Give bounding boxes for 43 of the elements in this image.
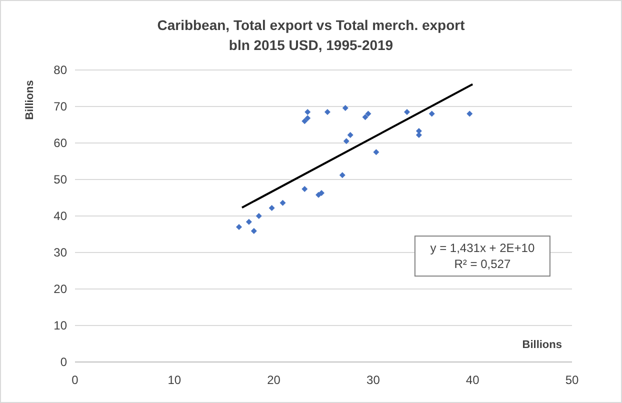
x-tick-label: 40: [466, 373, 480, 387]
point: [236, 224, 242, 230]
point: [404, 108, 410, 115]
point: [342, 104, 348, 111]
x-tick-label: 20: [267, 373, 281, 387]
point: [347, 132, 354, 138]
point: [318, 190, 325, 196]
point: [466, 110, 473, 117]
point: [304, 108, 311, 115]
y-tick-label: 40: [54, 209, 68, 224]
x-tick-label: 30: [366, 373, 380, 387]
y-tick-label: 80: [54, 63, 68, 78]
y-tick-label: 50: [54, 172, 68, 187]
y-tick-label: 0: [60, 355, 68, 370]
point: [324, 108, 330, 115]
point: [365, 110, 372, 117]
y-tick-label: 30: [54, 246, 68, 260]
annotation: y = 1,431x + 2E+10: [430, 241, 535, 256]
point: [280, 200, 286, 206]
chart-subtitle: bln 2015 USD, 1995-2019: [228, 37, 394, 53]
point: [428, 110, 435, 117]
point: [362, 114, 368, 120]
annotation: R² = 0,527: [454, 257, 511, 272]
x-tick-label: 50: [565, 373, 579, 387]
point: [246, 218, 252, 225]
x-tick-label: 10: [168, 373, 182, 387]
y-tick-label: 70: [54, 100, 68, 114]
y-tick-label: 60: [54, 136, 68, 150]
point: [250, 228, 257, 234]
y-axis-title: Billions: [24, 80, 36, 120]
chart-title: Caribbean, Total export vs Total merch. export: [157, 17, 466, 33]
point: [302, 118, 308, 124]
point: [343, 138, 350, 144]
point: [304, 115, 311, 122]
point: [302, 186, 308, 192]
y-tick-label: 20: [54, 282, 68, 296]
point: [256, 213, 262, 219]
point: [339, 172, 346, 178]
point: [373, 149, 380, 156]
x-axis-title: Billions: [522, 339, 562, 351]
x-tick-label: 0: [72, 373, 79, 387]
point: [268, 204, 275, 211]
y-tick-label: 10: [54, 318, 68, 333]
